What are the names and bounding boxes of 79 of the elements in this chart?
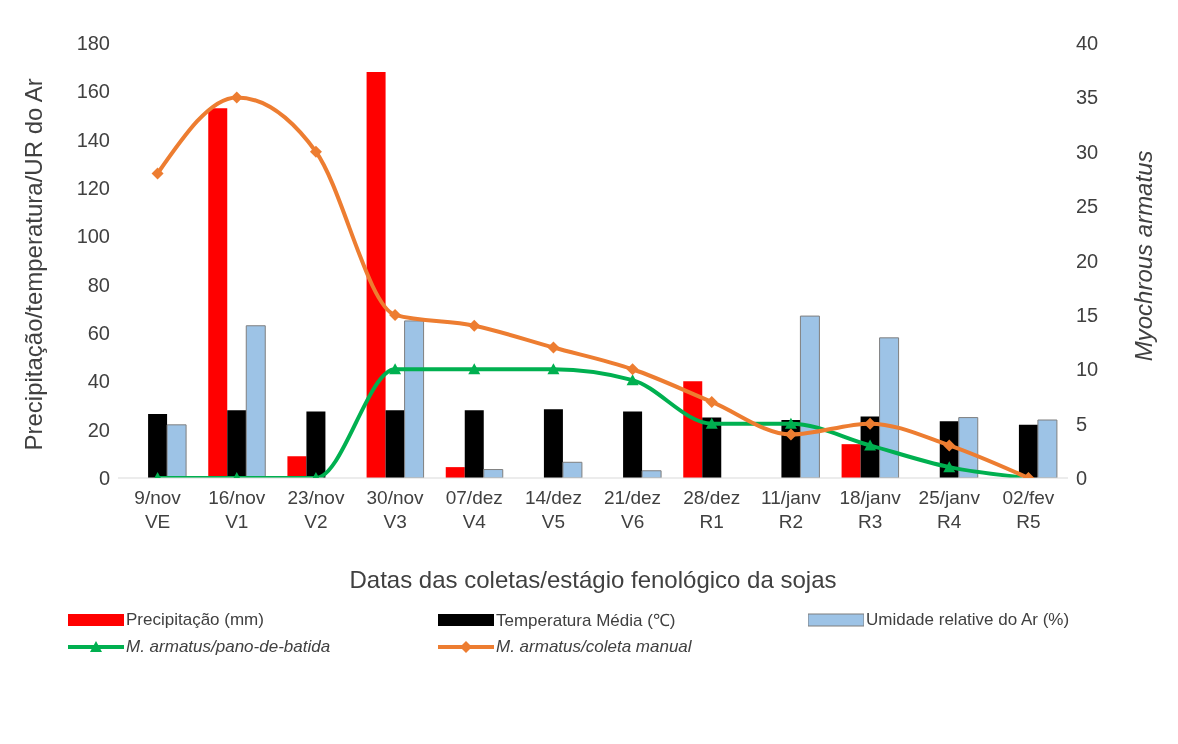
x-tick-label: 30/nov V3 — [366, 487, 425, 532]
x-tick-label: 25/janv R4 — [918, 487, 981, 532]
y2-tick-label: 10 — [1076, 358, 1099, 381]
y-tick-label: 20 — [87, 418, 110, 441]
y2-tick-label: 0 — [1076, 467, 1088, 490]
bar — [483, 469, 504, 478]
y2-tick-label: 5 — [1076, 412, 1088, 435]
point — [943, 461, 956, 473]
bar — [543, 409, 563, 478]
legend-label: Precipitação (mm) — [126, 609, 264, 630]
y2-tick-label: 15 — [1076, 303, 1099, 326]
bar — [623, 411, 643, 478]
bar — [287, 456, 307, 478]
point — [468, 363, 481, 375]
y2-tick-label: 20 — [1076, 249, 1099, 272]
point — [626, 374, 639, 386]
x-tick-label: 02/fev R5 — [1002, 487, 1055, 532]
x-tick-label: 07/dez V4 — [445, 487, 503, 532]
y-tick-label: 100 — [76, 225, 110, 248]
y-tick-label: 140 — [76, 128, 110, 151]
bar — [227, 410, 247, 478]
legend-label: Umidade relative do Ar (%) — [866, 609, 1070, 630]
x-tick-label: 28/dez R1 — [683, 487, 741, 532]
y2-tick-label: 30 — [1076, 140, 1099, 163]
x-tick-label: 14/dez V5 — [524, 487, 582, 532]
bar — [245, 325, 266, 478]
bar — [879, 337, 900, 478]
bar — [1037, 419, 1058, 478]
legend-label: Temperatura Média (℃) — [496, 610, 676, 631]
point — [626, 363, 639, 376]
bar — [464, 410, 484, 478]
bar — [1018, 424, 1038, 478]
bar — [166, 424, 187, 478]
bar — [683, 381, 703, 478]
bar — [366, 72, 386, 478]
y-axis-title: Precipitação/temperatura/UR do Ar — [19, 78, 47, 451]
legend-label: M. armatus/coleta manual — [496, 637, 692, 657]
x-tick-label: 21/dez V6 — [604, 487, 662, 532]
point — [943, 439, 956, 452]
bar — [385, 410, 405, 478]
y2-tick-label: 40 — [1076, 32, 1099, 55]
point — [230, 91, 243, 104]
bar — [208, 108, 228, 478]
y-tick-label: 80 — [87, 273, 110, 296]
bar — [799, 315, 820, 478]
point — [547, 341, 560, 354]
bar — [404, 320, 425, 478]
bar — [562, 461, 583, 478]
x-tick-label: 23/nov V2 — [287, 487, 345, 532]
x-tick-label: 9/nov VE — [134, 487, 182, 532]
y2-axis-title: Myochrous armatus — [1129, 150, 1157, 362]
legend-label: M. armatus/pano-de-batida — [126, 637, 331, 657]
x-axis-title: Datas das coletas/estágio fenológico da sojas — [349, 566, 837, 593]
point — [389, 308, 402, 321]
point — [705, 417, 718, 429]
bar — [306, 411, 326, 478]
point — [389, 363, 402, 375]
y2-tick-label: 35 — [1076, 86, 1099, 109]
point — [309, 145, 322, 158]
bar — [641, 470, 662, 478]
point — [705, 395, 718, 408]
y-tick-label: 160 — [76, 80, 110, 103]
point — [468, 319, 481, 332]
y-tick-label: 180 — [76, 32, 110, 55]
bar — [445, 467, 465, 478]
bar — [148, 413, 168, 478]
y-tick-label: 40 — [87, 370, 110, 393]
point — [784, 417, 797, 429]
y-tick-label: 60 — [87, 322, 110, 345]
point — [864, 439, 877, 451]
x-tick-label: 18/janv R3 — [839, 487, 902, 532]
x-tick-label: 16/nov V1 — [208, 487, 266, 532]
point — [151, 167, 164, 180]
y-tick-label: 0 — [98, 467, 110, 490]
point — [547, 363, 560, 375]
bar — [841, 444, 861, 478]
y2-tick-label: 25 — [1076, 195, 1099, 218]
y-tick-label: 120 — [76, 177, 110, 200]
x-tick-label: 11/janv R2 — [760, 487, 822, 532]
